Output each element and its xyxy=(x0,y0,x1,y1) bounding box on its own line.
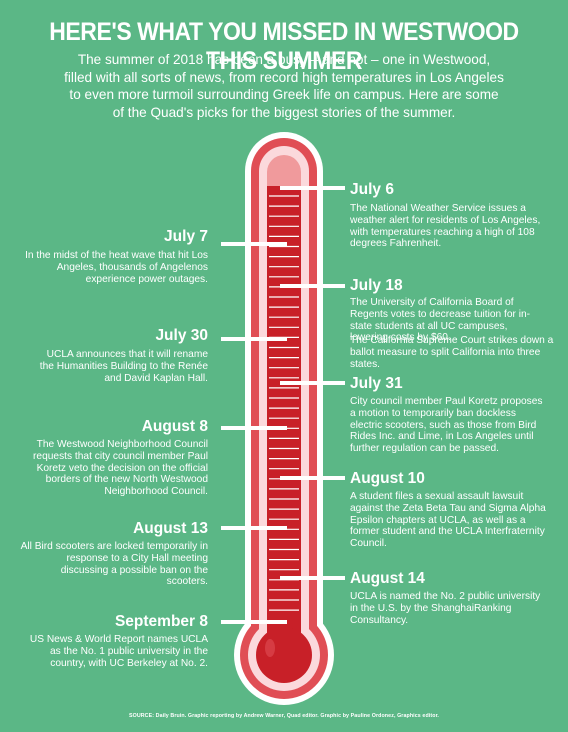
source-credit: SOURCE: Daily Bruin. Graphic reporting b… xyxy=(128,713,440,719)
connector-july-30 xyxy=(221,337,287,341)
connector-august-14 xyxy=(280,576,345,580)
event-date-july-31: July 31 xyxy=(350,375,403,392)
event-date-september-8: September 8 xyxy=(114,613,208,630)
connector-july-6 xyxy=(280,186,345,190)
connector-july-18 xyxy=(280,284,345,288)
event-text-august-10: A student files a sexual assault lawsuit… xyxy=(350,491,546,550)
event-text-july-18: The University of California Board of Re… xyxy=(350,297,531,344)
connector-september-8 xyxy=(221,620,287,624)
event-date-july-7: July 7 xyxy=(164,228,208,245)
event-date-july-30: July 30 xyxy=(155,327,208,344)
event-text-july-31: City council member Paul Koretz proposes… xyxy=(350,396,543,455)
event-date-august-14: August 14 xyxy=(350,570,425,587)
connector-august-8 xyxy=(221,426,287,430)
thermometer-tube xyxy=(234,132,334,705)
page-title: HERE'S WHAT YOU MISSED IN WESTWOOD THIS … xyxy=(49,18,519,75)
connector-july-31 xyxy=(280,381,345,385)
event-text-july-18-second: The California Supreme Court strikes dow… xyxy=(350,335,554,370)
event-date-july-18: July 18 xyxy=(350,277,403,294)
connector-august-10 xyxy=(280,476,345,480)
connector-july-7 xyxy=(221,242,287,246)
event-text-september-8: US News & World Report names UCLA as the… xyxy=(29,634,208,669)
event-text-july-6: The National Weather Service issues a we… xyxy=(350,203,541,250)
event-text-august-14: UCLA is named the No. 2 public universit… xyxy=(350,591,541,626)
event-date-august-8: August 8 xyxy=(141,418,208,435)
intro-text: The summer of 2018 has been a busy – and… xyxy=(64,52,504,120)
event-date-august-13: August 13 xyxy=(133,520,208,537)
connector-august-13 xyxy=(221,526,287,530)
event-date-august-10: August 10 xyxy=(350,470,425,487)
event-text-august-13: All Bird scooters are locked temporarily… xyxy=(20,541,208,588)
event-text-july-7: In the midst of the heat wave that hit L… xyxy=(25,250,208,285)
event-text-july-30: UCLA announces that it will rename the H… xyxy=(39,349,208,384)
event-date-july-6: July 6 xyxy=(350,181,394,198)
event-text-august-8: The Westwood Neighborhood Council reques… xyxy=(33,439,208,498)
